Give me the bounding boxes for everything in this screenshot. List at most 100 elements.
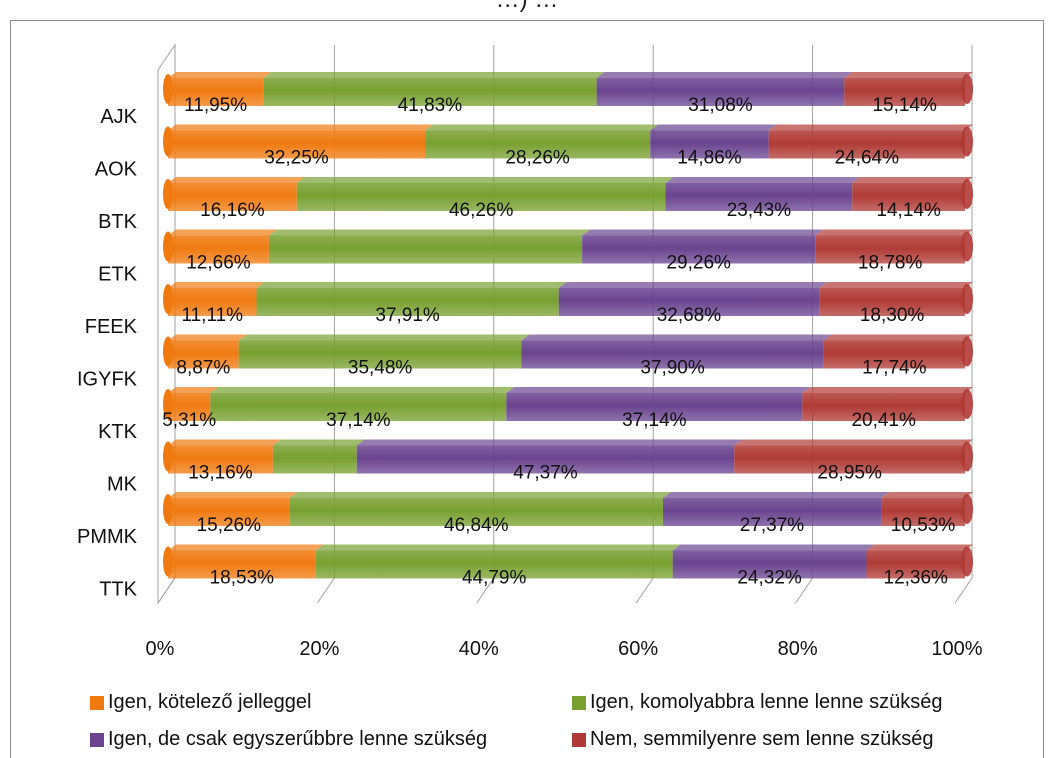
data-label: 41,83%: [398, 95, 463, 116]
x-tick-label: 60%: [618, 638, 658, 660]
bar-segment: [844, 72, 973, 106]
data-label: 15,14%: [872, 95, 937, 116]
bar-segment: [256, 282, 567, 316]
bar-cap: [163, 284, 173, 314]
data-label: 13,16%: [188, 463, 253, 484]
bar-cap: [163, 336, 173, 367]
bar-segment: [802, 387, 973, 421]
y-category-label: FEEK: [85, 316, 138, 338]
data-label: 28,26%: [505, 148, 570, 169]
bar-segment: [268, 229, 591, 264]
data-label: 29,26%: [666, 253, 731, 274]
data-label: 11,11%: [181, 305, 243, 326]
bar-segment: [662, 492, 890, 526]
x-tick-label: 100%: [931, 638, 982, 660]
data-label: 31,08%: [688, 95, 753, 116]
bar-segment: [558, 282, 828, 316]
data-label: 15,26%: [197, 515, 262, 536]
data-label: 18,53%: [210, 568, 275, 589]
gridline-depth: [795, 577, 814, 604]
bar-segment: [168, 177, 305, 211]
bar-segment: [425, 124, 659, 159]
bar-segment: [819, 282, 973, 316]
legend-item: Igen, kötelező jelleggel: [90, 691, 311, 714]
data-label: 18,30%: [860, 305, 925, 326]
legend-swatch: [572, 732, 586, 747]
bar-segment: [356, 439, 743, 474]
legend-label: Igen, kötelező jelleggel: [108, 691, 312, 713]
bar-segment: [168, 492, 298, 526]
bar-cap: [163, 441, 173, 472]
bar-segment: [168, 282, 265, 316]
data-label: 37,90%: [640, 358, 705, 379]
bar-segment: [881, 492, 973, 526]
data-label: 44,79%: [462, 568, 527, 589]
data-label: 24,32%: [737, 568, 802, 589]
legend-swatch: [90, 695, 104, 710]
legend-item: Igen, de csak egyszerűbbre lenne szükség: [90, 728, 487, 751]
bar-segment: [866, 544, 973, 579]
gridline-depth: [316, 577, 335, 604]
bar-segment: [852, 177, 973, 211]
bar-segment: [238, 334, 530, 369]
bar-segment: [815, 229, 973, 264]
x-tick-label: 40%: [459, 638, 499, 660]
legend-item: Nem, semmilyenre sem lenne szükség: [572, 728, 933, 751]
data-label: 12,36%: [884, 568, 949, 589]
y-category-label: TTK: [99, 579, 137, 601]
bar-cap: [163, 231, 173, 262]
data-label: 17,74%: [862, 358, 927, 379]
page-title: …) …: [0, 0, 1054, 14]
x-tick-label: 80%: [778, 638, 818, 660]
data-label: 8,87%: [176, 358, 230, 379]
gridline-depth: [157, 577, 176, 604]
bar-segment: [768, 124, 973, 159]
data-label: 46,84%: [444, 515, 509, 536]
bar-segment: [582, 229, 824, 264]
y-category-label: BTK: [98, 211, 138, 233]
y-category-label: MK: [107, 474, 138, 496]
legend-swatch: [90, 732, 104, 747]
data-label: 10,53%: [891, 515, 956, 536]
data-label: 24,64%: [835, 148, 900, 169]
data-label: 14,14%: [876, 200, 941, 221]
legend-label: Nem, semmilyenre sem lenne szükség: [590, 728, 934, 750]
bar-cap: [163, 126, 173, 157]
bar-cap: [163, 494, 173, 524]
legend-item: Igen, komolyabbra lenne lenne szükség: [572, 691, 942, 714]
data-label: 37,14%: [326, 410, 391, 431]
x-tick-label: 20%: [299, 638, 339, 660]
legend-label: Igen, komolyabbra lenne lenne szükség: [590, 691, 943, 713]
bar-segment: [315, 544, 681, 579]
bar-segment: [168, 124, 434, 159]
bar-segment: [506, 387, 811, 421]
data-label: 12,66%: [186, 253, 251, 274]
data-label: 18,78%: [858, 253, 923, 274]
x-tick-label: 0%: [146, 638, 175, 660]
bar-segment: [210, 387, 515, 421]
y-category-label: IGYFK: [77, 369, 138, 391]
data-label: 35,48%: [348, 358, 413, 379]
bar-cap: [163, 179, 173, 209]
bar-segment: [168, 334, 247, 369]
bar-segment: [734, 439, 973, 474]
gridline-depth: [635, 577, 654, 604]
bar-cap: [163, 389, 173, 419]
y-category-label: PMMK: [77, 526, 138, 548]
data-label: 28,95%: [817, 463, 882, 484]
gridline-depth: [954, 577, 973, 604]
y-category-label: AJK: [100, 106, 137, 128]
bar-segment: [650, 124, 777, 159]
data-label: 46,26%: [449, 200, 514, 221]
bar-segment: [665, 177, 861, 211]
bar-segment: [823, 334, 973, 369]
bar-segment: [672, 544, 875, 579]
y-category-label: KTK: [98, 421, 138, 443]
bar-segment: [521, 334, 832, 369]
bar-segment: [296, 177, 674, 211]
data-label: 20,41%: [851, 410, 916, 431]
data-label: 11,95%: [184, 95, 247, 116]
data-label: 16,16%: [200, 200, 265, 221]
legend-swatch: [572, 695, 586, 710]
